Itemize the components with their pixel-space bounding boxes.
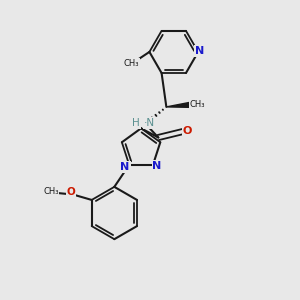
Text: CH₃: CH₃ — [124, 59, 139, 68]
Text: O: O — [183, 126, 192, 136]
Text: N: N — [120, 162, 130, 172]
Text: ·N: ·N — [144, 118, 155, 128]
Text: H: H — [132, 118, 140, 128]
Text: N: N — [152, 161, 162, 171]
Polygon shape — [166, 102, 190, 107]
Text: CH₃: CH₃ — [43, 187, 59, 196]
Text: O: O — [67, 187, 75, 197]
Text: N: N — [195, 46, 205, 56]
Text: CH₃: CH₃ — [190, 100, 205, 109]
